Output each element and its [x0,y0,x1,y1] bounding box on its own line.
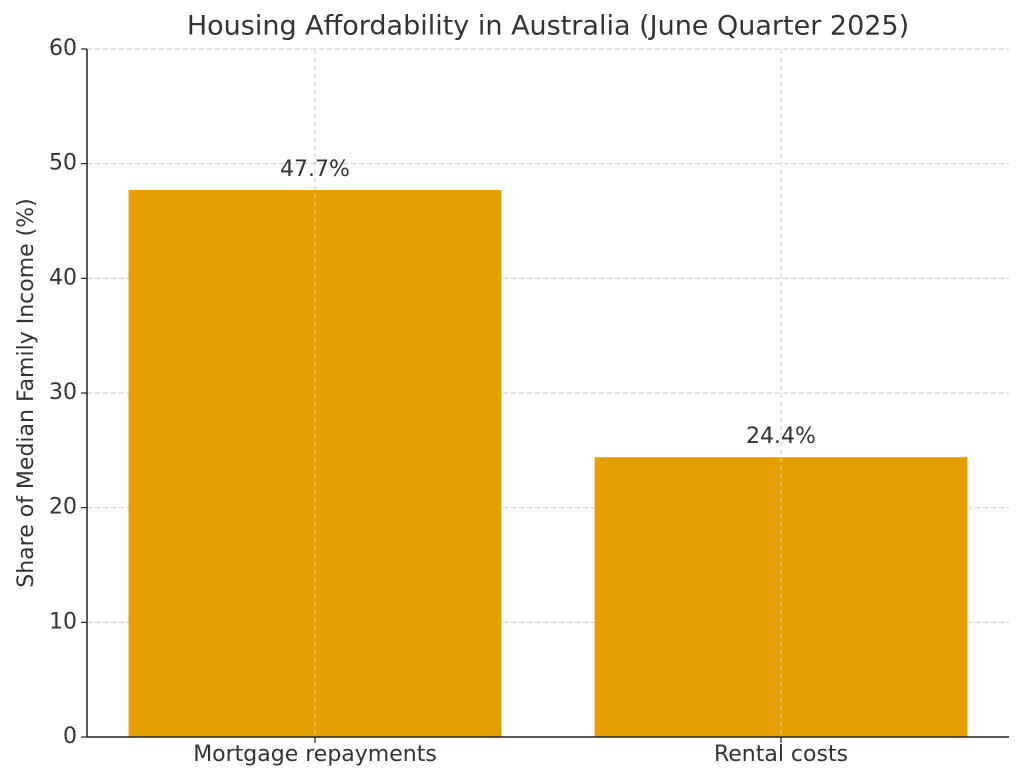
y-tick-label: 40 [49,265,77,290]
y-axis-label: Share of Median Family Income (%) [14,198,39,588]
bar [128,190,502,738]
x-tick-label: Rental costs [714,742,848,767]
y-tick-label: 50 [49,151,77,176]
y-tick-label: 20 [49,495,77,520]
y-tick-label: 30 [49,380,77,405]
value-label: 24.4% [746,424,816,449]
value-label: 47.7% [280,157,350,182]
chart-title: Housing Affordability in Australia (June… [187,11,909,42]
y-tick-label: 60 [49,36,77,61]
x-tick-label: Mortgage repayments [193,742,437,767]
y-tick-label: 0 [63,724,77,749]
y-tick-label: 10 [49,609,77,634]
